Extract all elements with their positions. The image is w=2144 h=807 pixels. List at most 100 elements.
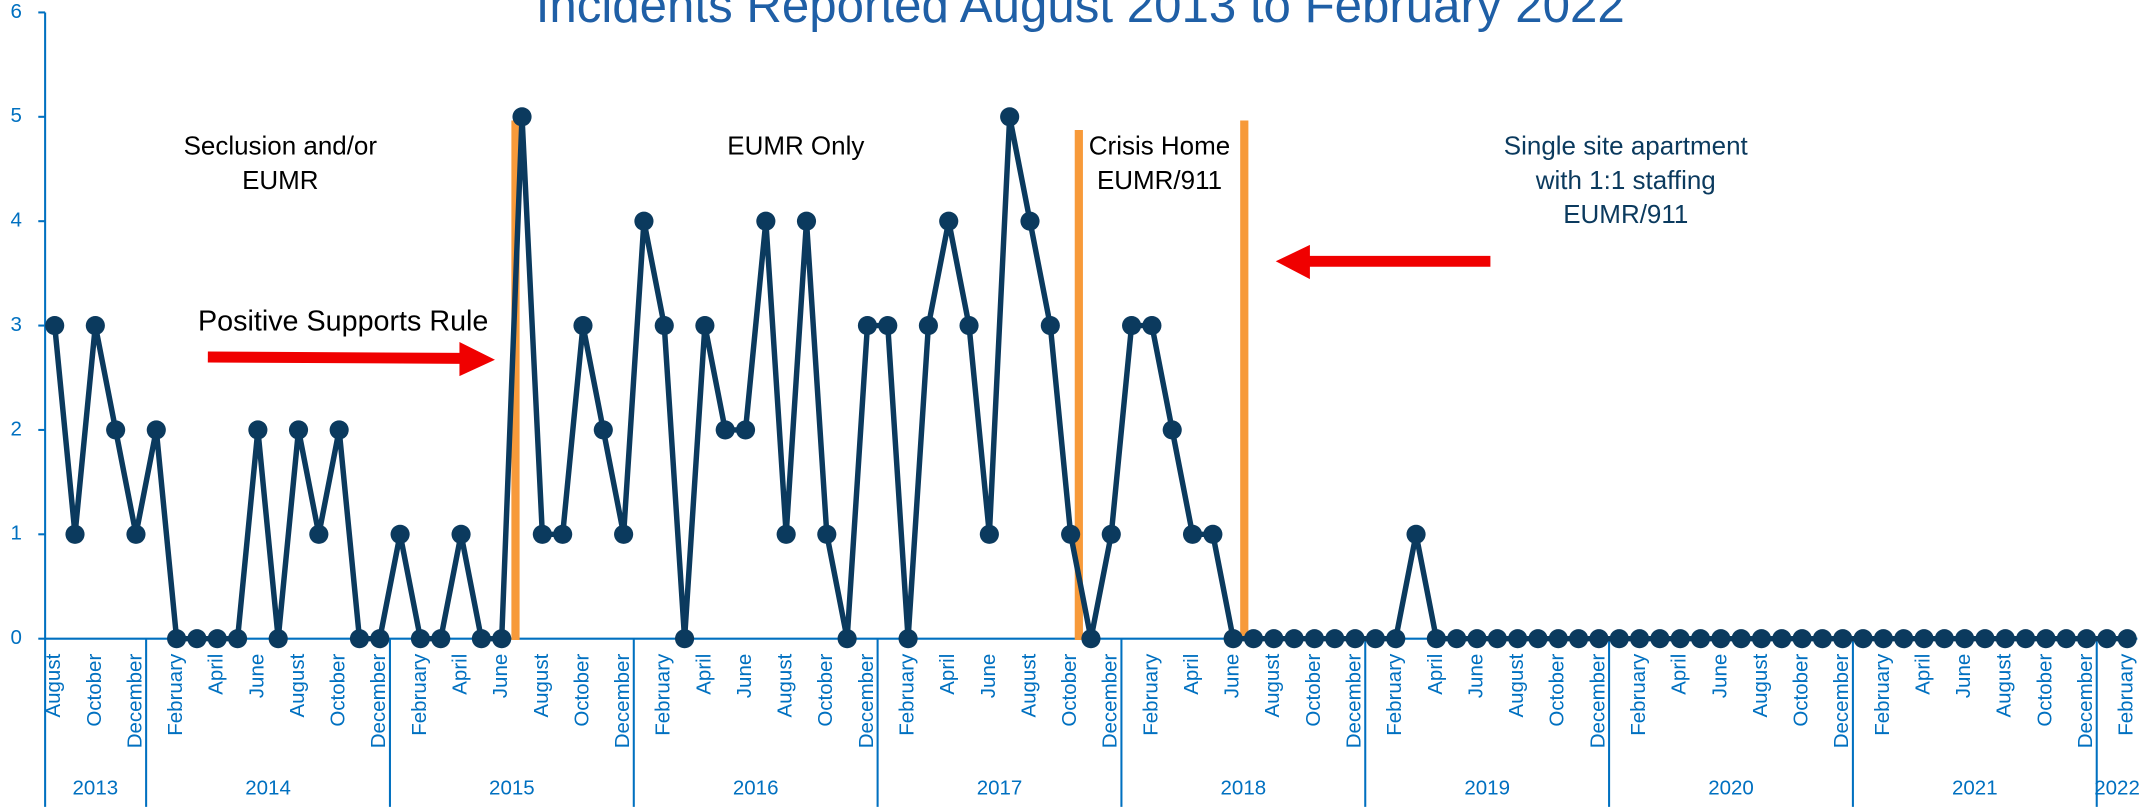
marker: [593, 420, 613, 440]
marker: [370, 629, 390, 649]
line: [51, 114, 2128, 642]
x-tick-label: August: [530, 653, 553, 717]
marker: [1711, 629, 1731, 649]
marker: [329, 420, 349, 440]
marker: [1487, 629, 1507, 649]
x-tick-label: October: [814, 654, 837, 727]
annotation: EUMR Only: [727, 131, 864, 161]
x-tick-label: February: [896, 653, 919, 736]
x-tick-label: August: [42, 653, 65, 717]
x-tick-label: June: [977, 654, 1000, 698]
marker: [695, 315, 715, 336]
x-tick-label: December: [123, 654, 146, 749]
x-tick-label: December: [1343, 654, 1366, 749]
x-tick-label: October: [1546, 654, 1569, 727]
x-tick-label: December: [855, 654, 878, 749]
marker: [1955, 629, 1975, 649]
x-tick-label: February: [652, 653, 675, 736]
marker: [248, 420, 268, 440]
marker: [1894, 629, 1914, 649]
x-tick-label: February: [164, 653, 187, 736]
marker: [776, 524, 796, 544]
x-tick-label: August: [774, 653, 797, 717]
marker: [1040, 315, 1060, 336]
marker: [471, 629, 491, 649]
x-tick-label: April: [1180, 654, 1203, 695]
x-tick-label: August: [1261, 653, 1284, 717]
marker: [1182, 524, 1203, 544]
marker: [837, 629, 857, 649]
year-label: 2015: [489, 777, 535, 800]
marker: [2077, 629, 2097, 649]
marker: [1853, 629, 1873, 649]
annotation: EUMR: [242, 165, 318, 195]
marker: [878, 315, 898, 336]
x-tick-label: December: [1099, 654, 1122, 749]
year-label: 2013: [73, 777, 119, 800]
annotation: EUMR/911: [1563, 199, 1688, 229]
y-tick-label: 4: [10, 209, 21, 232]
marker: [410, 629, 431, 649]
marker: [1365, 629, 1385, 649]
marker: [1690, 629, 1711, 649]
marker: [268, 629, 288, 649]
marker: [451, 524, 471, 544]
marker: [85, 315, 105, 336]
x-tick-label: April: [1911, 654, 1934, 695]
marker: [126, 524, 146, 544]
marker: [1508, 629, 1528, 649]
annotation: with 1:1 staffing: [1535, 165, 1716, 195]
marker: [1670, 629, 1690, 649]
x-tick-label: June: [1952, 654, 1975, 698]
marker: [106, 420, 126, 440]
marker: [207, 629, 227, 649]
marker: [573, 315, 593, 336]
marker: [1650, 629, 1670, 649]
marker: [1589, 629, 1609, 649]
marker: [1629, 629, 1650, 649]
x-tick-label: June: [489, 654, 512, 698]
annotation: EUMR/911: [1097, 165, 1222, 195]
marker: [1081, 629, 1101, 649]
marker: [1325, 629, 1345, 649]
marker: [1569, 629, 1589, 649]
x-tick-label: October: [327, 654, 350, 727]
x-tick-label: June: [733, 654, 756, 698]
marker: [288, 420, 309, 440]
annotation: Positive Supports Rule: [198, 305, 488, 337]
marker: [1386, 629, 1406, 649]
marker: [1101, 524, 1121, 544]
marker: [1609, 629, 1629, 649]
marker: [2016, 629, 2036, 649]
x-tick-label: August: [286, 653, 309, 717]
marker: [1426, 629, 1446, 649]
x-tick-label: February: [1139, 653, 1162, 736]
marker: [167, 629, 187, 649]
marker: [654, 315, 674, 336]
y-tick-label: 6: [10, 0, 21, 23]
marker: [1162, 420, 1182, 440]
x-tick-label: October: [1302, 654, 1325, 727]
marker: [756, 211, 776, 231]
marker: [309, 524, 329, 544]
marker: [1975, 629, 1995, 649]
marker: [1873, 629, 1893, 649]
x-tick-label: August: [1993, 653, 2016, 717]
x-tick-label: April: [692, 654, 715, 695]
marker: [2117, 629, 2137, 649]
marker: [1548, 629, 1568, 649]
marker: [1447, 629, 1467, 649]
arrow-head: [1275, 244, 1310, 280]
x-tick-label: December: [611, 654, 634, 749]
marker: [614, 524, 634, 544]
y-tick-label: 1: [10, 522, 21, 545]
marker: [1122, 315, 1142, 336]
marker: [146, 420, 166, 440]
marker: [431, 629, 451, 649]
x-tick-label: April: [936, 654, 959, 695]
marker: [1406, 524, 1426, 544]
marker: [1304, 629, 1325, 649]
year-label: 2016: [733, 777, 779, 800]
year-label: 2018: [1221, 777, 1267, 800]
